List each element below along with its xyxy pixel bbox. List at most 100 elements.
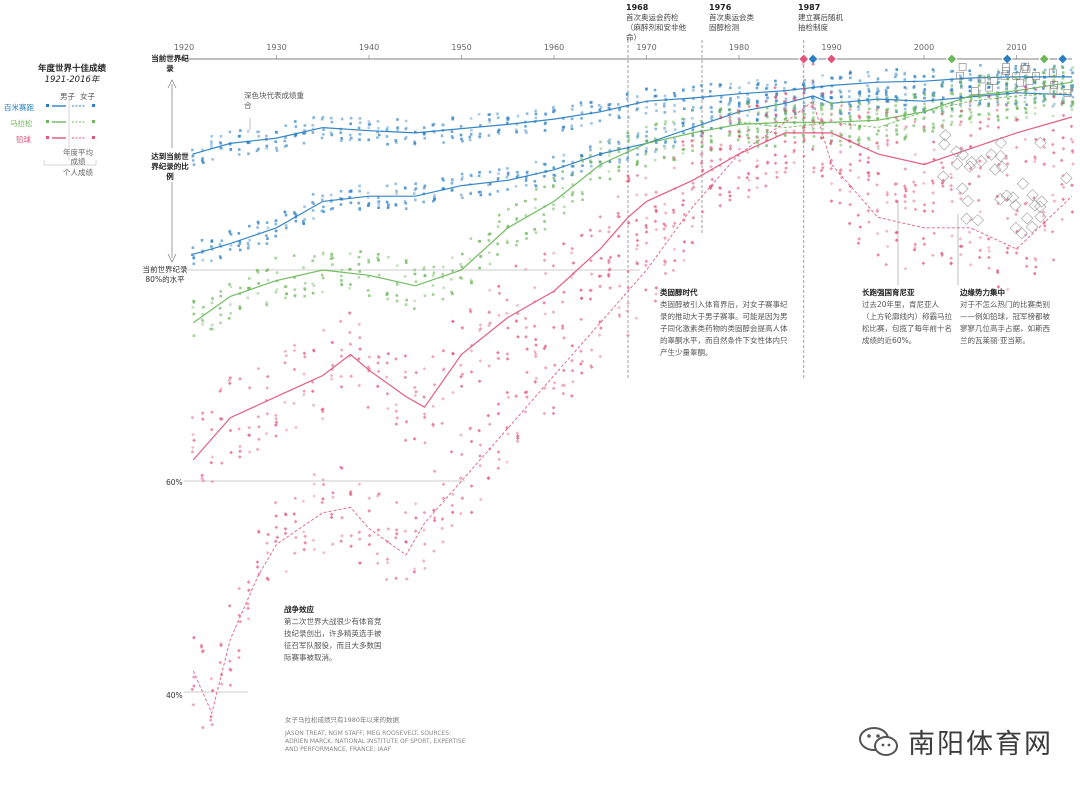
point-5-1994-4 xyxy=(866,160,870,165)
kenya-square-16 xyxy=(1048,68,1057,77)
point-5-1998-2 xyxy=(904,189,908,193)
point-0-1954-3 xyxy=(496,112,499,116)
point-0-1954-4 xyxy=(497,128,501,132)
point-4-2003-4 xyxy=(950,160,954,165)
point-4-1980-4 xyxy=(736,110,741,114)
point-5-1955-3 xyxy=(505,390,510,395)
point-1-1953-3 xyxy=(488,170,492,174)
point-1-2003-3 xyxy=(950,89,954,92)
point-1-1932-2 xyxy=(294,219,298,223)
point-5-1981-2 xyxy=(747,178,752,183)
point-2-2000-4 xyxy=(923,107,927,111)
point-5-1955-2 xyxy=(505,460,509,464)
point-5-1968-4 xyxy=(626,333,630,338)
point-4-1970-3 xyxy=(643,176,648,180)
point-2-1951-2 xyxy=(468,257,472,261)
point-1-1952-2 xyxy=(478,171,481,174)
point-1-1968-0 xyxy=(626,156,630,160)
point-4-1995-4 xyxy=(875,183,879,187)
point-2-1925-2 xyxy=(228,283,231,286)
point-5-1940-3 xyxy=(367,542,372,547)
point-2-1955-1 xyxy=(507,207,510,211)
point-5-1949-0 xyxy=(450,523,454,528)
point-0-1927-3 xyxy=(246,140,250,144)
point-2-1938-1 xyxy=(348,287,351,290)
point-2-1984-2 xyxy=(775,120,779,124)
point-1-1968-2 xyxy=(626,134,629,138)
point-0-2012-0 xyxy=(1033,81,1037,84)
point-2-2013-1 xyxy=(1042,83,1046,87)
point-2-1991-1 xyxy=(839,143,843,147)
point-4-2008-0 xyxy=(995,108,999,113)
point-1-2007-2 xyxy=(986,86,990,90)
point-0-1976-4 xyxy=(700,84,703,87)
point-2-1948-0 xyxy=(441,275,444,279)
point-5-1950-4 xyxy=(460,496,465,501)
point-0-1978-2 xyxy=(720,96,723,99)
point-1-1943-3 xyxy=(395,189,398,193)
point-3-1995-0 xyxy=(876,147,880,150)
point-5-1969-2 xyxy=(635,261,640,266)
point-1-1938-3 xyxy=(348,190,351,193)
point-5-1944-3 xyxy=(403,539,408,544)
point-0-1949-4 xyxy=(451,136,455,140)
point-3-2000-0 xyxy=(922,117,926,120)
point-2-1949-3 xyxy=(450,256,454,259)
point-2-2006-0 xyxy=(977,103,980,107)
point-5-2006-4 xyxy=(978,248,983,253)
point-1-1969-2 xyxy=(636,153,639,156)
point-1-1927-1 xyxy=(246,242,250,245)
point-3-2008-2 xyxy=(997,102,1000,106)
point-5-1941-3 xyxy=(375,494,380,498)
point-1-2012-1 xyxy=(1033,81,1037,85)
record-marker-2 xyxy=(825,53,838,65)
point-0-1994-2 xyxy=(866,71,870,74)
point-5-1970-1 xyxy=(644,225,649,230)
point-5-1953-2 xyxy=(486,413,491,418)
point-4-1931-0 xyxy=(283,400,287,405)
point-0-2003-4 xyxy=(951,69,955,73)
point-0-2000-2 xyxy=(922,74,926,78)
point-3-1998-1 xyxy=(903,137,907,141)
point-5-1941-1 xyxy=(375,561,380,566)
point-3-1993-3 xyxy=(857,143,860,146)
point-3-1987-2 xyxy=(801,133,805,137)
point-1-1964-2 xyxy=(588,145,592,148)
point-3-1999-3 xyxy=(913,95,917,99)
point-5-1931-1 xyxy=(284,569,289,574)
point-2-1970-4 xyxy=(644,125,648,129)
point-0-1992-4 xyxy=(849,71,852,75)
point-1-1980-0 xyxy=(737,117,741,120)
point-0-1961-0 xyxy=(562,117,565,120)
point-2-1939-0 xyxy=(359,250,362,253)
point-2-1952-1 xyxy=(477,239,481,243)
point-4-1953-4 xyxy=(487,310,492,315)
fringe-diamond-11 xyxy=(1035,195,1048,208)
point-1-2006-1 xyxy=(978,99,982,103)
point-4-1965-1 xyxy=(598,215,603,219)
point-3-2016-1 xyxy=(1069,84,1073,88)
point-1-1924-1 xyxy=(218,255,222,258)
point-0-1934-0 xyxy=(312,115,316,119)
point-0-1969-0 xyxy=(636,107,639,110)
point-1-1934-4 xyxy=(311,193,315,196)
point-1-1988-2 xyxy=(812,85,816,88)
point-4-1988-2 xyxy=(811,119,816,123)
point-5-1934-2 xyxy=(312,494,317,498)
point-0-1991-1 xyxy=(839,75,842,79)
point-1-1922-2 xyxy=(201,249,205,252)
point-4-1970-4 xyxy=(644,223,648,228)
point-2-1935-1 xyxy=(321,276,325,280)
record-marker-4 xyxy=(1001,53,1013,65)
point-1-1979-0 xyxy=(729,122,732,126)
point-4-1931-2 xyxy=(283,360,287,365)
point-4-1959-4 xyxy=(543,271,548,276)
point-2-1946-3 xyxy=(423,294,427,298)
point-0-1936-2 xyxy=(330,120,334,124)
point-1-1974-0 xyxy=(682,124,685,127)
point-0-1954-1 xyxy=(496,116,500,120)
point-1-1937-3 xyxy=(339,197,342,200)
point-4-2014-4 xyxy=(1051,128,1056,133)
point-4-1959-0 xyxy=(542,258,547,263)
point-0-1945-4 xyxy=(413,141,417,144)
